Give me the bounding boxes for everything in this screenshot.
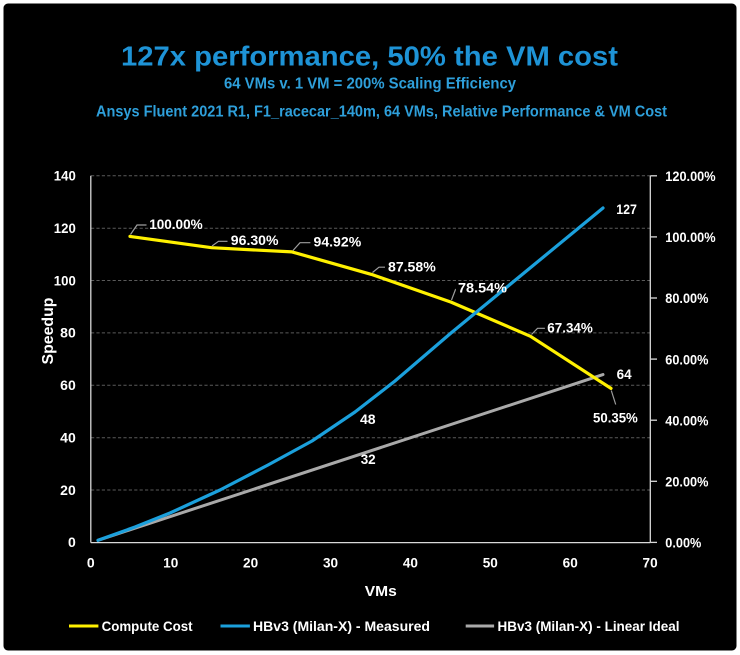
svg-text:64: 64 bbox=[617, 366, 632, 382]
svg-text:40: 40 bbox=[403, 554, 418, 570]
svg-text:0: 0 bbox=[68, 534, 76, 550]
svg-text:94.92%: 94.92% bbox=[314, 234, 362, 250]
svg-text:100: 100 bbox=[54, 272, 76, 288]
svg-text:100.00%: 100.00% bbox=[665, 229, 716, 245]
svg-text:30: 30 bbox=[323, 554, 338, 570]
svg-text:120.00%: 120.00% bbox=[665, 168, 716, 184]
svg-text:127: 127 bbox=[616, 201, 637, 217]
svg-text:140: 140 bbox=[54, 168, 76, 184]
svg-text:50.35%: 50.35% bbox=[593, 410, 638, 426]
svg-text:20: 20 bbox=[243, 554, 258, 570]
svg-text:50: 50 bbox=[483, 554, 498, 570]
svg-text:78.54%: 78.54% bbox=[458, 280, 508, 296]
svg-text:HBv3 (Milan-X) - Measured: HBv3 (Milan-X) - Measured bbox=[253, 618, 430, 634]
svg-text:60: 60 bbox=[60, 377, 76, 393]
svg-text:20.00%: 20.00% bbox=[665, 474, 709, 490]
svg-text:Speedup: Speedup bbox=[40, 297, 57, 364]
svg-text:80.00%: 80.00% bbox=[665, 290, 709, 306]
svg-text:Compute Cost: Compute Cost bbox=[102, 618, 193, 634]
svg-text:64 VMs v. 1 VM = 200% Scaling: 64 VMs v. 1 VM = 200% Scaling Efficiency bbox=[224, 76, 516, 93]
svg-text:127x performance, 50% the VM c: 127x performance, 50% the VM cost bbox=[121, 41, 618, 72]
svg-text:100.00%: 100.00% bbox=[149, 216, 203, 232]
svg-text:60: 60 bbox=[563, 554, 578, 570]
svg-text:70: 70 bbox=[643, 554, 658, 570]
svg-text:96.30%: 96.30% bbox=[231, 232, 279, 248]
svg-text:Ansys Fluent 2021 R1, F1_racec: Ansys Fluent 2021 R1, F1_racecar_140m, 6… bbox=[96, 104, 668, 121]
svg-text:87.58%: 87.58% bbox=[388, 259, 436, 275]
svg-text:40.00%: 40.00% bbox=[665, 412, 709, 428]
svg-text:HBv3 (Milan-X) - Linear Ideal: HBv3 (Milan-X) - Linear Ideal bbox=[498, 618, 680, 634]
svg-text:VMs: VMs bbox=[365, 583, 397, 600]
svg-text:0.00%: 0.00% bbox=[665, 535, 701, 551]
svg-text:60.00%: 60.00% bbox=[665, 351, 709, 367]
svg-text:67.34%: 67.34% bbox=[547, 319, 593, 335]
svg-text:48: 48 bbox=[360, 411, 376, 427]
svg-text:40: 40 bbox=[60, 430, 76, 446]
svg-text:80: 80 bbox=[60, 325, 76, 341]
svg-text:120: 120 bbox=[54, 220, 76, 236]
svg-text:10: 10 bbox=[163, 554, 178, 570]
svg-text:20: 20 bbox=[60, 482, 76, 498]
svg-text:0: 0 bbox=[87, 554, 95, 570]
svg-text:32: 32 bbox=[361, 451, 376, 467]
